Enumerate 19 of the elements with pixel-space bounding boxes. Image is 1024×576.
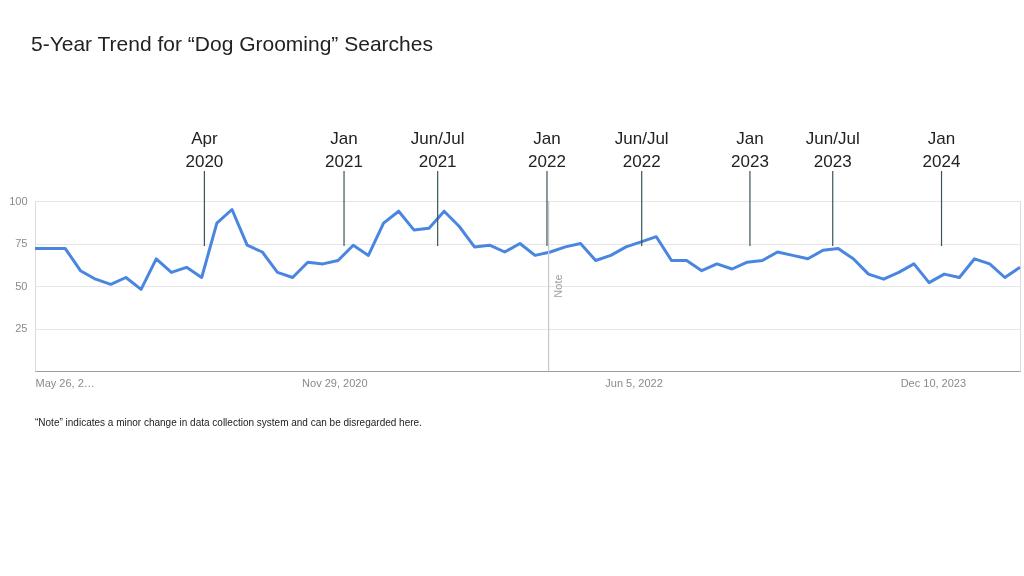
ref-line-label: Jan 2024 [922, 129, 961, 171]
y-tick-label: 50 [15, 279, 28, 292]
ref-line-label: Jun/Jul 2021 [410, 129, 465, 171]
ref-line-label: Jan 2022 [528, 129, 566, 171]
x-tick-label: May 26, 2… [35, 376, 95, 389]
y-tick-label: 100 [9, 194, 28, 207]
text: “Note” indicates a minor change in data collection system and can be disregarded here. [35, 417, 422, 428]
x-tick-label: Dec 10, 2023 [900, 376, 967, 389]
ref-line-label: Apr 2020 [185, 129, 224, 171]
ref-line-label: Jun/Jul 2022 [614, 129, 669, 171]
y-tick-label: 25 [15, 322, 28, 334]
x-tick-label: Jun 5, 2022 [605, 376, 663, 389]
chart-title: 5-Year Trend for “Dog Grooming” Searches [31, 32, 433, 55]
y-tick-label: 75 [15, 237, 28, 249]
x-tick-label: Nov 29, 2020 [302, 376, 368, 389]
annotation: Note [551, 274, 564, 298]
ref-line-label: Jun/Jul 2023 [805, 129, 860, 171]
ref-line-label: Jan 2021 [325, 129, 363, 171]
ref-line-label: Jan 2023 [731, 129, 769, 171]
